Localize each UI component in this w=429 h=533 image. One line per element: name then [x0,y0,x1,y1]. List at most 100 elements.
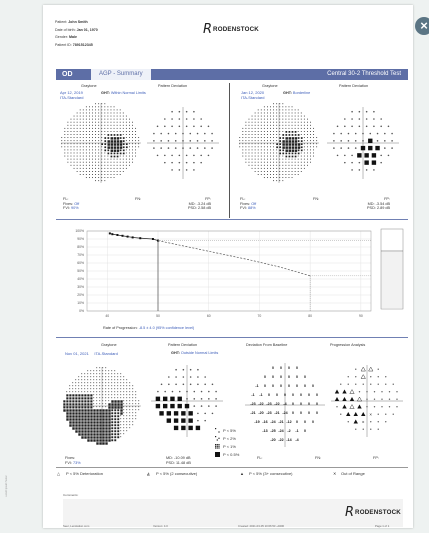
progression-open-triangle [360,366,366,372]
baseline-value: 0 [308,402,310,406]
exam3-pattern-deviation-plot [151,365,223,437]
legend-label-2: P < 5% (2 consecutive) [156,471,198,476]
footer-created: Created: 2021-03-05 10:06:53 +0200 [238,524,285,528]
baseline-value: 0 [316,393,318,397]
legend-filled-triangle-icon: ▲ [240,471,244,476]
patient-info: Patient: John Smith Date of birth: Jan 0… [55,19,98,49]
progression-chart: 100% 90% 80% 70% 60% 50% 40% 30% 20% 10% 0% 40 50 60 7… [75,229,372,318]
baseline-value: -24 [270,420,275,424]
baseline-value: 0 [312,384,314,388]
baseline-value: -24 [278,429,283,433]
data-point [126,235,129,238]
data-point [151,238,154,240]
baseline-value: -1 [251,393,254,397]
y-tick-label: 60% [77,261,84,265]
exam2-date: Jan 12, 2020 ITA-Standard [241,90,265,100]
data-point [116,234,119,236]
prob-symbol-5 [215,428,220,433]
baseline-value: -4 [295,438,298,442]
progression-filled-triangle [357,404,362,409]
baseline-value: -22 [258,402,263,406]
baseline-value: -2 [287,429,290,433]
progression-scale-bar [380,228,404,310]
patient-id-label: Patient ID: [55,42,72,47]
close-icon[interactable]: × [415,17,429,35]
prob-label-5: P < 5% [223,428,236,433]
progression-x-mark: × [362,419,365,424]
summary-label: AGP - Summary [91,69,151,80]
baseline-value: 0 [284,393,286,397]
exam2-graytone-header: Graytone [262,84,278,88]
exam3-fn: FN: [315,456,322,460]
report-title-bar: OD AGP - Summary Central 30-2 Threshold … [56,69,408,80]
baseline-value: 0 [304,375,306,379]
progression-filled-triangle [353,412,358,417]
baseline-value: -21 [250,411,255,415]
baseline-value: 0 [272,384,274,388]
exam1-pattern-deviation-plot [147,107,219,179]
progression-open-triangle [368,366,374,372]
data-point [111,233,114,236]
rate-of-progression: Rate of Progression: -8.5 ± 4.0 (95% con… [103,326,195,330]
exam3-ght: GHT: Outside Normal Limits [171,351,219,355]
prob-symbol-square [215,452,220,457]
baseline-value: -1 [259,393,262,397]
progression-filled-triangle [353,419,358,424]
y-tick-label: 100% [75,229,84,233]
exam1-ght: GHT: Within Normal Limits [101,91,146,95]
y-tick-label: 90% [77,237,84,241]
exam3-pattern-header: Pattern Deviation [168,343,198,347]
baseline-value: 0 [308,393,310,397]
baseline-value: -21 [278,420,283,424]
baseline-value: 0 [300,411,302,415]
baseline-value: 0 [292,411,294,415]
data-point [139,237,142,240]
baseline-value: -16 [262,420,267,424]
section-divider-2 [56,337,408,339]
prob-label-2: P < 2% [223,436,236,441]
baseline-value: 0 [280,375,282,379]
exam1-graytone-header: Graytone [81,84,97,88]
baseline-value: -24 [282,411,287,415]
footer-page: Page 1 of 1 [375,524,390,528]
progression-filled-triangle [346,412,351,417]
baseline-value: 0 [280,366,282,370]
y-tick-label: 70% [77,253,84,257]
y-tick-label: 30% [77,285,84,289]
series-line-projection [157,240,311,277]
brand-name: RODENSTOCK [213,26,259,33]
baseline-value: 0 [268,393,270,397]
deviation-from-baseline-plot: 0 0 0 00 0 0 0 0 0-1 0 0 0 0 0 0 0-1 -1 0 0 0 0 0 0 0-23 -22 -23-… [245,363,325,447]
baseline-value: -25 [270,429,275,433]
progression-filled-triangle [334,397,340,402]
exam2-stats-left: FL: Fixes: Off FVI: 88% [240,197,257,211]
legend-label-4: Out of Range [341,471,365,476]
baseline-value: -19 [254,420,259,424]
exam3-graytone-header: Graytone [101,343,117,347]
baseline-value: -22 [278,438,283,442]
legend-open-triangle-icon: △ [57,471,61,476]
progression-open-triangle [360,374,366,379]
exam3-progression-header: Progression Analysis [330,343,366,347]
patient-gender-label: Gender: [55,35,68,40]
exam3-stats-left: Fixes: FVI: 73% [65,456,81,465]
exam3-baseline-header: Deviation From Baseline [246,343,288,347]
exam-divider [229,83,230,218]
exam3-fl: FL: [257,456,263,460]
baseline-value: 0 [292,402,294,406]
baseline-value: -13 [262,429,267,433]
baseline-value: -12 [286,420,291,424]
data-point [131,236,134,239]
y-tick-label: 50% [77,269,84,273]
baseline-value: 0 [296,366,298,370]
progression-open-triangle [356,396,363,402]
baseline-value: 0 [296,375,298,379]
baseline-value: 0 [272,375,274,379]
exam1-stats-right: FP: MD: -3.24 dB PSD: 2.58 dB [188,197,212,211]
baseline-value: 0 [288,375,290,379]
patient-dob: Jan 01, 1970 [76,27,98,32]
footer-version: Version: 4.0 [153,524,168,528]
y-tick-label: 80% [77,245,84,249]
patient-dob-label: Date of birth: [55,27,76,32]
data-point [108,232,111,235]
